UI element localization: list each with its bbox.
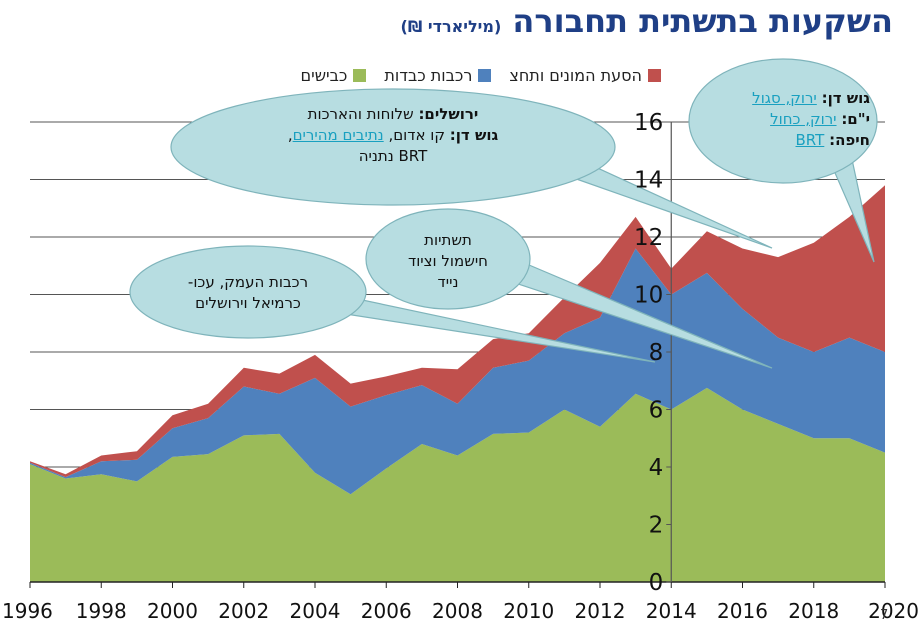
y-tick-label: 16	[634, 110, 663, 136]
legend-label: כבישים	[300, 66, 348, 85]
callout-text-valley: רכבות העמק, עכו- כרמיאל וירושלים	[140, 272, 356, 314]
legend-item-roads: כבישים	[301, 66, 367, 85]
green-purple-lines-link[interactable]: ירוק, סגול	[752, 89, 817, 107]
callout-rail-line3: נייד	[437, 273, 459, 291]
page-number: 7	[880, 608, 889, 623]
x-tick-label: 2016	[717, 599, 768, 623]
x-tick-label: 2010	[503, 599, 554, 623]
callout-bubble-jerusalem-body	[170, 88, 616, 206]
callout-rail-line1: תשתיות	[424, 231, 472, 249]
green-blue-lines-link[interactable]: ירוק, כחול	[770, 110, 837, 128]
x-tick-label: 2000	[147, 599, 198, 623]
callout-bubbles	[129, 58, 878, 369]
x-tick-label: 2002	[218, 599, 269, 623]
legend-swatch	[478, 69, 492, 82]
legend-label: רכבות כבדות	[384, 66, 473, 85]
legend-item-heavy-rail: רכבות כבדות	[384, 66, 492, 85]
x-tick-label: 2004	[290, 599, 341, 623]
callout-valley-line2: כרמיאל וירושלים	[195, 294, 301, 312]
legend-item-mass-transit: הסעת המונים ותחצ	[509, 66, 661, 85]
callout-gushdan-text: קו אדום,	[383, 126, 450, 144]
callout-rail-line2: חישמול וציוד	[408, 252, 488, 270]
x-tick-label: 2006	[361, 599, 412, 623]
callout-metro-haifa: חיפה:	[829, 131, 870, 149]
callout-metro-gushdan: גוש דן:	[821, 89, 870, 107]
legend-label: הסעת המונים ותחצ	[509, 66, 642, 85]
callout-bubble-valley-body	[129, 245, 367, 339]
chart-legend: הסעת המונים ותחצ רכבות כבדות כבישים	[301, 66, 661, 85]
callout-gushdan-bold: גוש דן:	[449, 126, 499, 144]
y-tick-label: 4	[649, 455, 664, 481]
chart-axes	[29, 121, 886, 588]
chart-title-unit: (מיליארדי ₪)	[400, 17, 502, 36]
callout-text-rail: תשתיות חישמול וציוד נייד	[378, 230, 518, 293]
x-tick-label: 2012	[575, 599, 626, 623]
callout-jerusalem-line3: BRT נתניה	[358, 147, 428, 165]
x-tick-label: 2008	[432, 599, 483, 623]
fast-lanes-link[interactable]: נתיבים מהירים	[292, 126, 384, 144]
y-tick-label: 0	[649, 570, 664, 596]
callout-metro-jerusalem: י"ם:	[841, 110, 870, 128]
callout-valley-line1: רכבות העמק, עכו-	[187, 273, 309, 291]
y-tick-label: 10	[634, 283, 663, 309]
callout-bubble-rail-body	[365, 208, 531, 310]
chart-title-main: השקעות בתשתית תחבורה	[512, 2, 893, 40]
callout-jerusalem-line1: שלוחות והארכות	[307, 105, 419, 123]
x-tick-label: 2014	[646, 599, 697, 623]
legend-swatch	[353, 69, 367, 82]
callout-text-jerusalem: ירושלים: שלוחות והארכות גוש דן: קו אדום,…	[196, 104, 590, 167]
y-tick-label: 8	[649, 340, 664, 366]
legend-swatch	[648, 69, 661, 82]
callout-text-metro: גוש דן: ירוק, סגול י"ם: ירוק, כחול חיפה:…	[700, 88, 870, 151]
y-tick-label: 14	[634, 168, 663, 194]
x-tick-label: 1996	[2, 599, 53, 623]
x-tick-label: 1998	[76, 599, 127, 623]
callout-jerusalem-bold: ירושלים:	[418, 105, 479, 123]
chart-title: השקעות בתשתית תחבורה (מיליארדי ₪)	[401, 2, 893, 40]
x-tick-label: 2018	[788, 599, 839, 623]
callout-bubble-metro-body	[688, 58, 878, 184]
y-tick-label: 12	[634, 225, 663, 251]
y-tick-label: 2	[649, 513, 664, 539]
haifa-brt-link[interactable]: BRT	[795, 131, 825, 149]
y-tick-label: 6	[649, 398, 664, 424]
x-tick-label: 2020	[868, 599, 919, 623]
callout-gushdan-comma: ,	[287, 126, 293, 144]
chart-tick-labels: 0 2 4 6 8 10 12 14 16 1996 1998 2000 2002 2004 2006 200…	[2, 110, 919, 623]
